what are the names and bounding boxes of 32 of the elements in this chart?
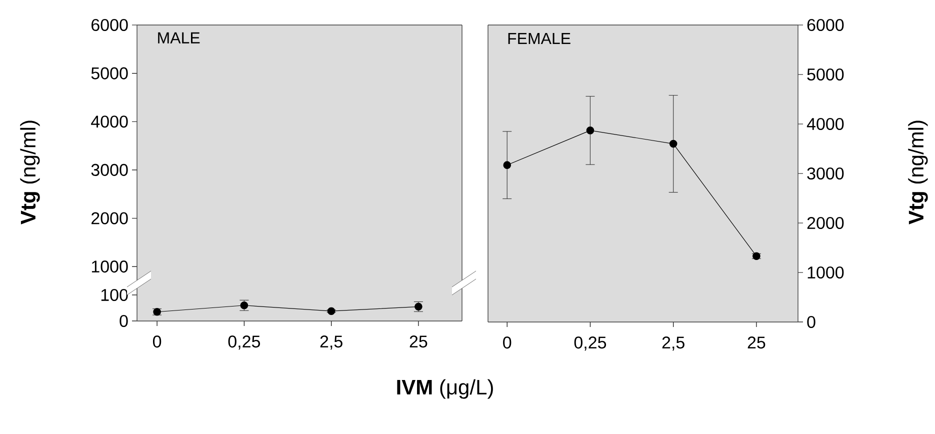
y-tick-label: 0 (120, 314, 128, 328)
x-axis-title: IVM (μg/L) (397, 379, 493, 399)
point (586, 126, 594, 134)
y-axis-title: Vtg (ng/ml) (20, 120, 40, 224)
y-tick-label: 3000 (91, 164, 128, 176)
x-tick-label: 0,25 (574, 336, 606, 351)
chart-title: FEMALE (508, 32, 570, 44)
y-axis-title: Vtg (ng/ml) (908, 120, 928, 224)
x-tick-label: 2,5 (662, 336, 684, 351)
point (327, 307, 336, 315)
x-tick-label: 0,25 (228, 336, 260, 350)
y-tick-label: 6000 (92, 18, 128, 32)
x-tick-label: 0 (152, 336, 162, 348)
y-tick-label: 4000 (806, 118, 844, 130)
x-tick-label: 0 (503, 336, 512, 349)
x-tick-label: 25 (410, 336, 428, 348)
y-tick-label: 2000 (92, 212, 128, 224)
y-tick-label: 3000 (807, 167, 844, 180)
y-tick-label: 6000 (807, 18, 844, 32)
chart-title: MALE (158, 32, 200, 44)
y-tick-label: 4000 (91, 116, 128, 128)
x-tick-label: 2,5 (320, 336, 342, 350)
point (669, 140, 678, 148)
y-tick-label: 1000 (808, 266, 844, 279)
x-tick-label: 25 (748, 336, 766, 349)
y-tick-label: 0 (807, 316, 816, 328)
y-tick-label: 5000 (91, 67, 128, 80)
y-tick-label: 2000 (807, 216, 844, 230)
y-tick-label: 5000 (807, 68, 844, 81)
point (503, 161, 512, 169)
y-tick-label: 1000 (92, 260, 128, 273)
y-tick-label: 100 (101, 288, 128, 301)
